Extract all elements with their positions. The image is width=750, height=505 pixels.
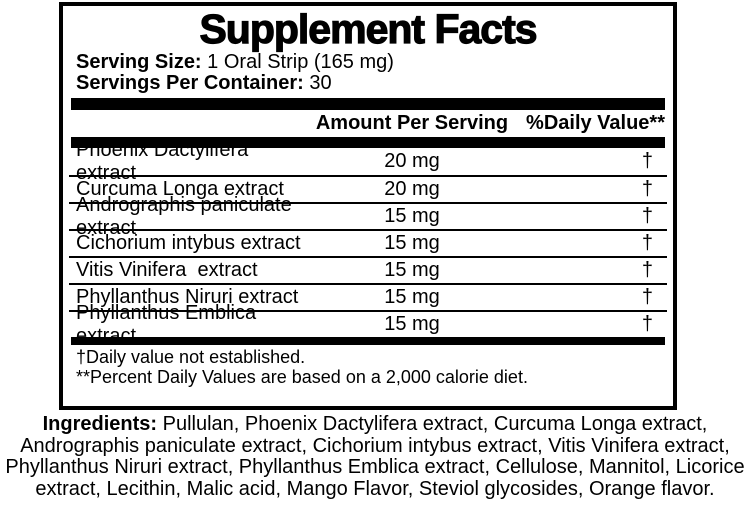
- row-daily-value: †: [641, 205, 653, 227]
- table-row: Vitis Vinifera extract 15 mg †: [69, 256, 667, 283]
- row-name: Phyllanthus Emblica extract: [76, 301, 262, 347]
- row-amount: 15 mg: [384, 313, 440, 335]
- table-row: Phyllanthus Emblica extract 15 mg †: [69, 302, 667, 347]
- row-daily-value: †: [641, 232, 653, 254]
- divider-bar-bottom: [71, 337, 665, 345]
- panel-title: Supplement Facts: [199, 6, 538, 52]
- row-amount: 15 mg: [384, 205, 440, 227]
- amount-column-header: Amount Per Serving: [315, 112, 509, 134]
- table-row: Phoenix Dactylifera extract 20 mg †: [69, 139, 667, 184]
- row-name: Cichorium intybus extract: [76, 232, 301, 254]
- footnotes: †Daily value not established. **Percent …: [69, 348, 667, 387]
- row-amount: 20 mg: [384, 150, 440, 172]
- servings-per-container-line: Servings Per Container: 30: [69, 73, 667, 94]
- row-amount: 15 mg: [384, 286, 440, 308]
- row-name: Phoenix Dactylifera extract: [76, 138, 254, 184]
- table-row: Cichorium intybus extract 15 mg †: [69, 229, 667, 256]
- table-row: Curcuma Longa extract 20 mg †: [69, 175, 667, 202]
- row-daily-value: †: [641, 150, 653, 172]
- footnote-percent-dv: **Percent Daily Values are based on a 2,…: [76, 367, 528, 387]
- row-amount: 20 mg: [384, 178, 440, 200]
- ingredients-paragraph: Ingredients: Pullulan, Phoenix Dactylife…: [0, 413, 750, 500]
- column-header-row: Amount Per Serving %Daily Value**: [69, 110, 667, 137]
- supplement-facts-panel: Supplement Facts Serving Size: 1 Oral St…: [59, 2, 677, 410]
- divider-bar-header: [71, 137, 665, 148]
- ingredients-label: Ingredients:: [42, 413, 158, 435]
- row-daily-value: †: [641, 313, 653, 335]
- serving-info: Serving Size: 1 Oral Strip (165 mg) Serv…: [69, 52, 667, 94]
- ingredients-text: Pullulan, Phoenix Dactylifera extract, C…: [5, 413, 745, 500]
- row-name: Curcuma Longa extract: [76, 178, 284, 200]
- footnote-daily-value: †Daily value not established.: [76, 347, 306, 367]
- row-amount: 15 mg: [384, 232, 440, 254]
- row-daily-value: †: [641, 259, 653, 281]
- row-daily-value: †: [641, 286, 653, 308]
- row-daily-value: †: [641, 178, 653, 200]
- table-row: Andrographis paniculate extract 15 mg †: [69, 194, 667, 239]
- servings-per-container-value: 30: [309, 72, 332, 94]
- row-amount: 15 mg: [384, 259, 440, 281]
- divider-bar-top: [71, 98, 665, 110]
- serving-size-value: 1 Oral Strip (165 mg): [207, 51, 394, 73]
- row-name: Vitis Vinifera extract: [76, 259, 258, 281]
- table-row: Phyllanthus Niruri extract 15 mg †: [69, 283, 667, 310]
- serving-size-line: Serving Size: 1 Oral Strip (165 mg): [69, 52, 667, 73]
- servings-per-container-label: Servings Per Container:: [76, 72, 304, 94]
- row-name: Phyllanthus Niruri extract: [76, 286, 299, 308]
- serving-size-label: Serving Size:: [76, 51, 202, 73]
- ingredient-rows: Phoenix Dactylifera extract 20 mg † Curc…: [69, 139, 667, 347]
- daily-value-column-header: %Daily Value**: [526, 112, 665, 134]
- row-name: Andrographis paniculate extract: [76, 193, 298, 239]
